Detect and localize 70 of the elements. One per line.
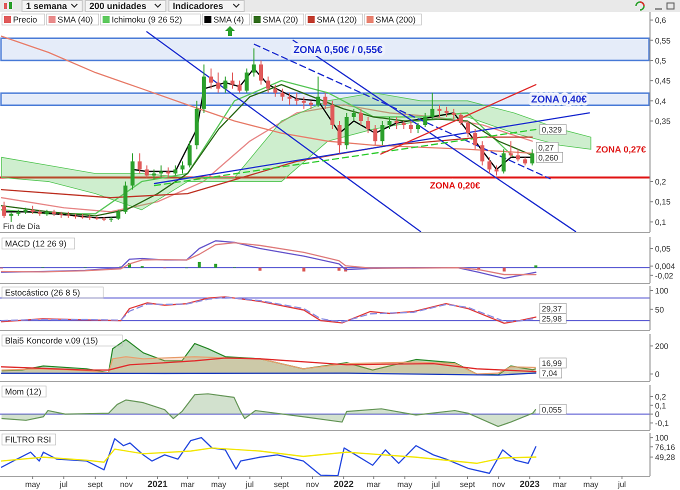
- chart-title: MACD (12 26 9): [5, 238, 67, 248]
- x-tick-label: nov: [306, 480, 319, 489]
- x-tick-label: may: [25, 480, 40, 489]
- x-tick-label: nov: [120, 480, 133, 489]
- y-tick-label: 0,55: [655, 36, 672, 46]
- legend-label: SMA (4): [213, 14, 244, 24]
- x-tick-label: mar: [366, 480, 381, 489]
- y-tick-label: 49,28: [655, 453, 676, 462]
- y-tick-label: 200: [655, 342, 669, 351]
- x-tick-label: mar: [552, 480, 567, 489]
- y-tick-label: 0,1: [655, 401, 667, 410]
- y-tick-label: 100: [655, 434, 669, 443]
- annotation: Fin de Día: [3, 222, 40, 231]
- y-tick-label: 0: [655, 410, 660, 420]
- legend-label: SMA (40): [58, 14, 94, 24]
- x-tick-label: sept: [460, 480, 476, 489]
- annotation: 0,055: [542, 405, 562, 414]
- legend-label: Precio: [13, 14, 38, 24]
- legend-label: SMA (20): [262, 14, 298, 24]
- x-tick-label: mar: [180, 480, 195, 489]
- annotation: 16,99: [542, 358, 562, 368]
- y-tick-label: 0,2: [655, 178, 667, 187]
- annotation: 0,329: [542, 125, 562, 134]
- y-tick-label: -0,1: [655, 418, 670, 428]
- chart-title: Blai5 Koncorde v.09 (15): [5, 336, 98, 346]
- band-label: ZONA 0,40€: [531, 94, 588, 106]
- chart-title: Estocástico (26 8 5): [5, 288, 80, 298]
- x-tick-label: may: [211, 480, 226, 489]
- y-tick-label: 0,6: [655, 16, 667, 26]
- y-tick-label: 0,45: [655, 76, 672, 86]
- ref-line-label: ZONA 0,20€: [430, 180, 480, 191]
- x-tick-label: 2023: [520, 479, 540, 489]
- y-tick-label: -0,02: [655, 271, 674, 280]
- y-tick-label: 0,05: [655, 244, 672, 254]
- x-tick-label: jul: [430, 480, 440, 489]
- legend-label: Ichimoku (9 26 52): [112, 14, 182, 24]
- x-tick-label: sept: [274, 480, 290, 489]
- y-tick-label: 0,4: [655, 96, 667, 106]
- x-tick-label: may: [397, 480, 412, 489]
- x-tick-label: jul: [244, 480, 254, 489]
- annotation: 25,98: [542, 314, 562, 324]
- x-tick-label: jul: [58, 480, 68, 489]
- x-tick-label: 2022: [334, 479, 354, 489]
- x-tick-label: sept: [88, 480, 104, 489]
- text: Indicadores: [172, 1, 224, 11]
- x-tick-label: jul: [616, 480, 626, 489]
- y-tick-label: 0,35: [655, 116, 672, 126]
- y-tick-label: 0,2: [655, 392, 667, 402]
- y-tick-label: 100: [655, 286, 669, 296]
- y-tick-label: 76,16: [655, 442, 676, 452]
- y-tick-label: 0,004: [655, 262, 676, 272]
- annotation: 7,04: [542, 368, 558, 378]
- y-tick-label: 50: [655, 305, 664, 314]
- text: 200 unidades: [89, 1, 146, 11]
- annotation: 29,37: [542, 304, 562, 314]
- y-tick-label: 0,1: [655, 218, 667, 227]
- x-tick-label: may: [583, 480, 598, 489]
- legend-label: SMA (200): [376, 14, 416, 24]
- chart-title: Mom (12): [5, 386, 42, 396]
- chart-title: FILTRO RSI: [5, 434, 52, 444]
- y-tick-label: 0,5: [655, 56, 667, 66]
- x-tick-label: nov: [492, 480, 506, 489]
- y-tick-label: 0,15: [655, 198, 672, 207]
- annotation: 0,27: [538, 143, 554, 152]
- y-tick-label: 0: [655, 370, 660, 379]
- text: 1 semana: [26, 1, 68, 11]
- x-tick-label: 2021: [148, 479, 168, 489]
- annotation: 0,260: [538, 153, 559, 162]
- legend-label: SMA (120): [316, 14, 358, 24]
- annotation: ZONA 0,27€: [596, 144, 646, 154]
